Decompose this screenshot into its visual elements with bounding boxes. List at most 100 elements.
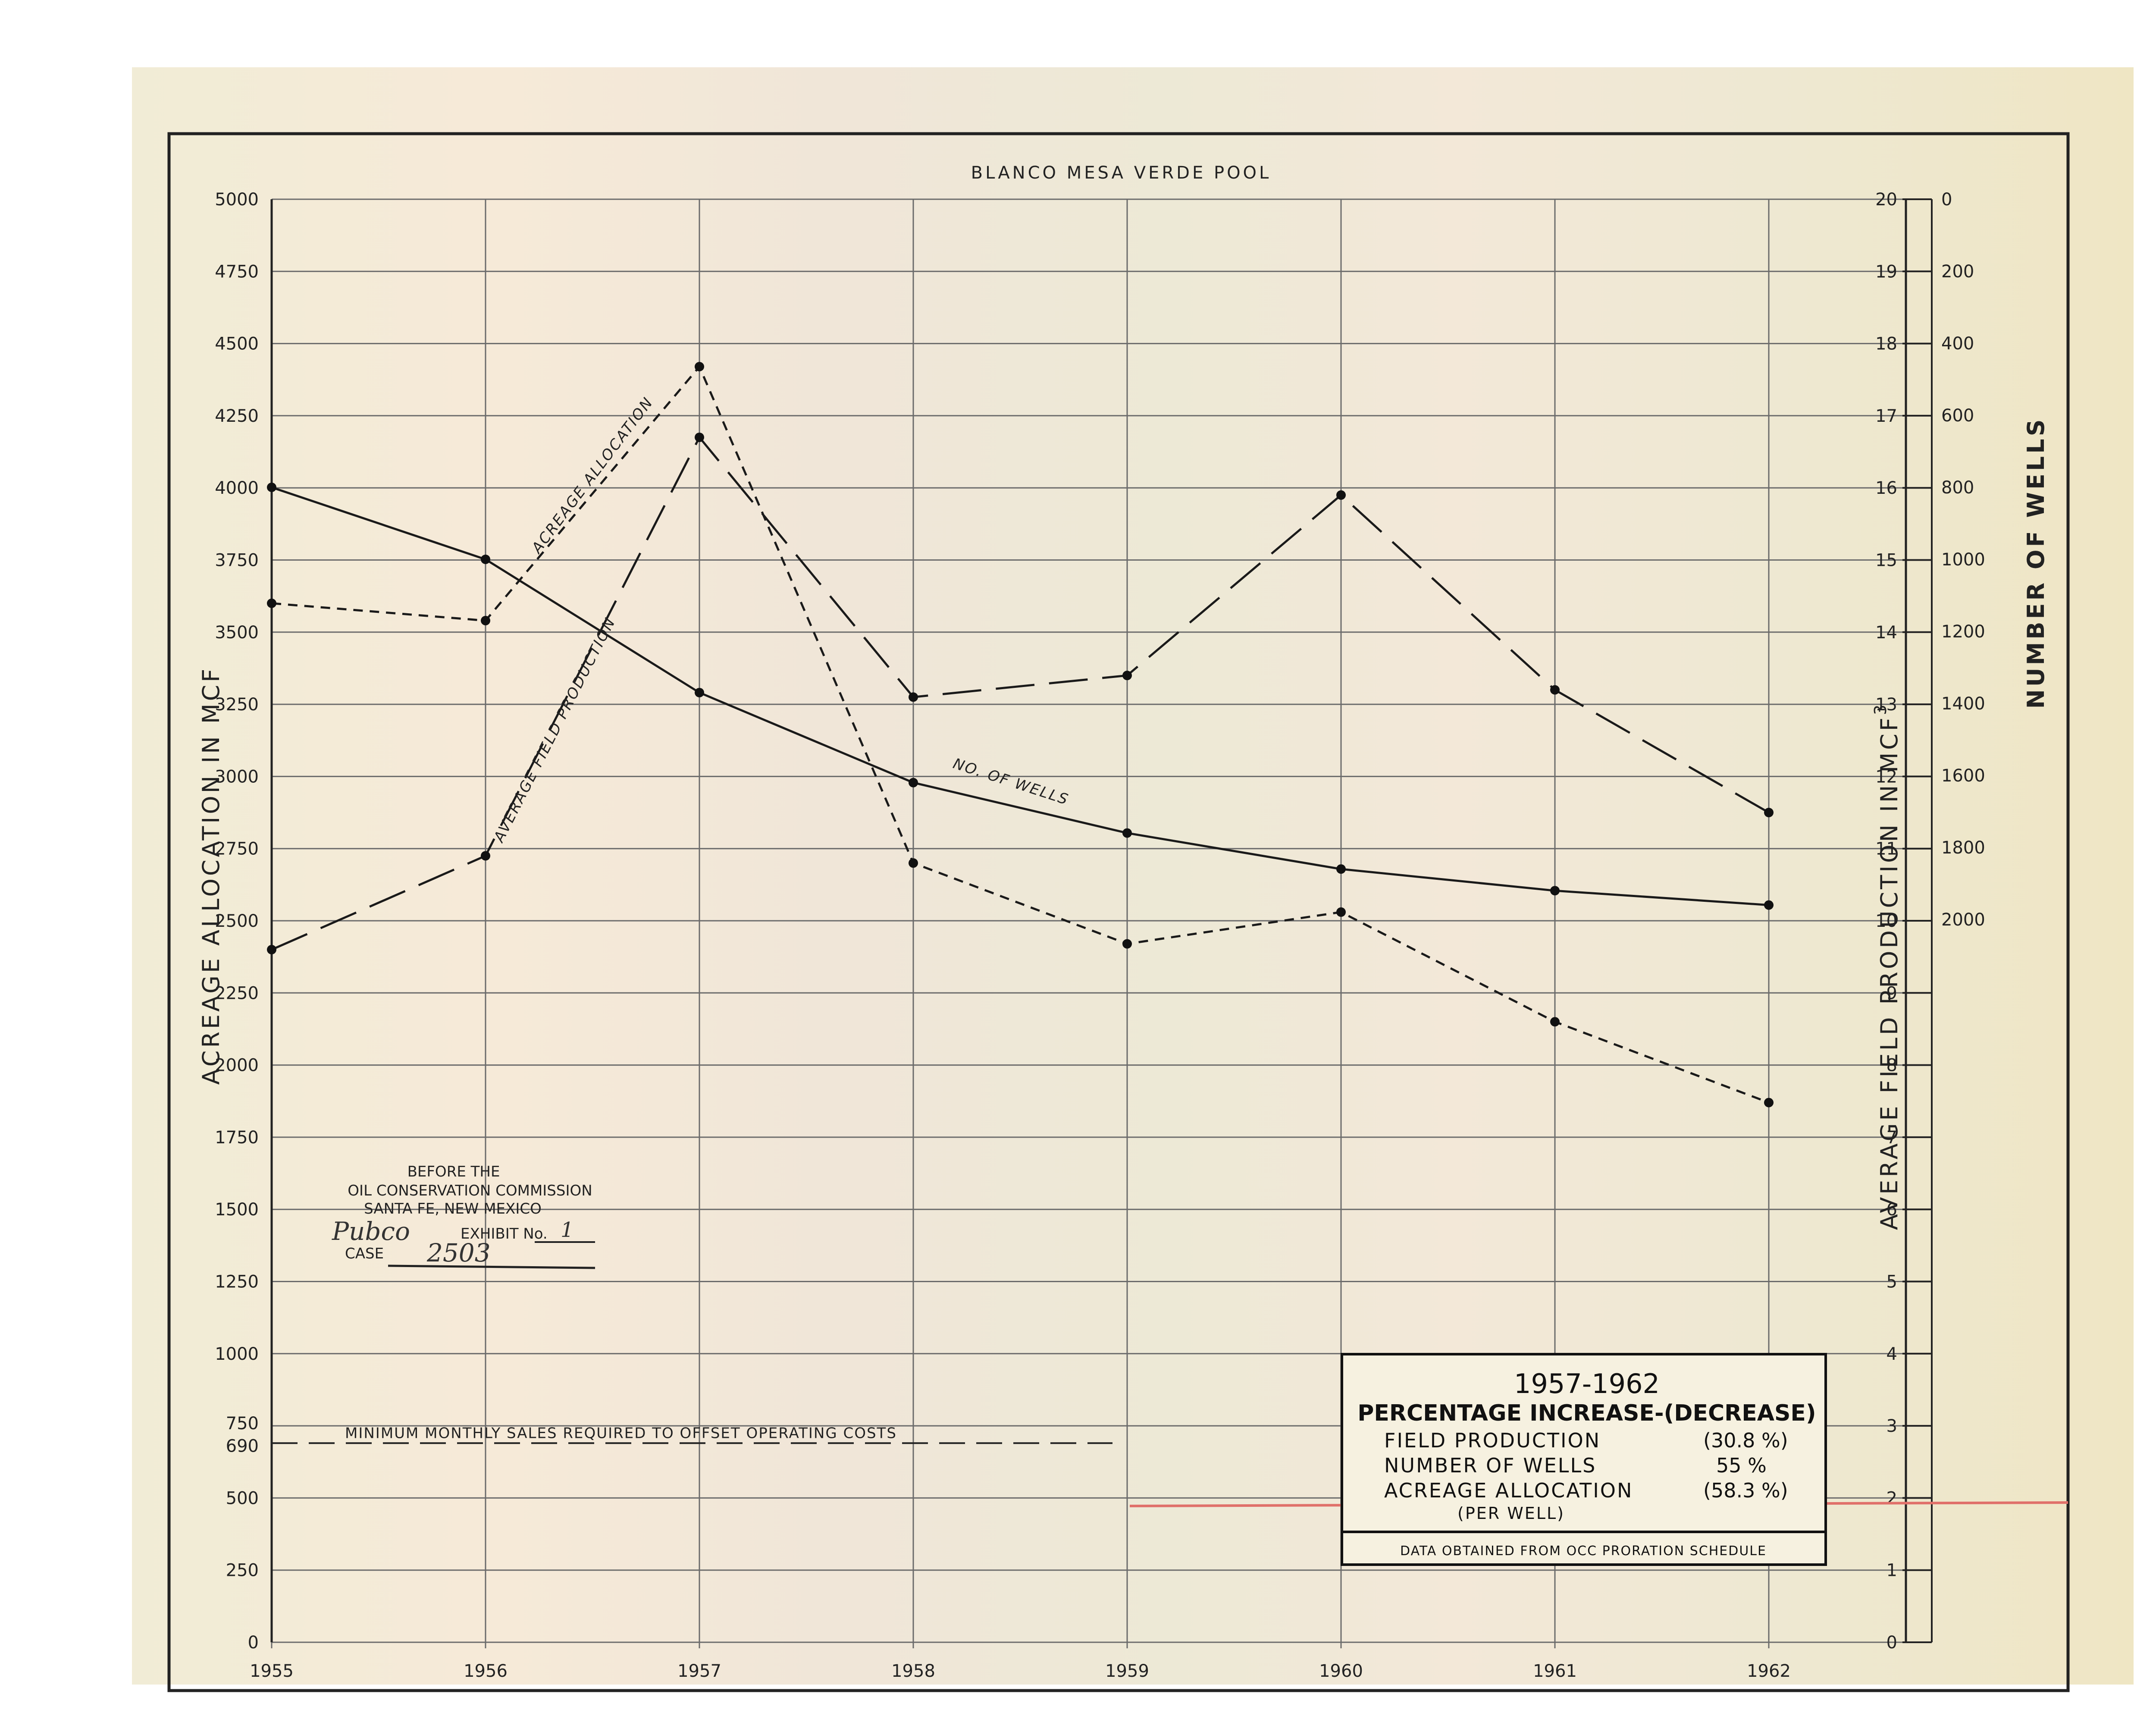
data-point-no-of-wells <box>909 778 918 787</box>
min-sales-line: MINIMUM MONTHLY SALES REQUIRED TO OFFSET… <box>272 1424 1112 1444</box>
stats-row-value-1: 55 % <box>1716 1454 1767 1477</box>
left-tick-label: 5000 <box>215 190 259 210</box>
data-point-average-field-production <box>695 433 704 442</box>
right-inner-tick-label: 7 <box>1887 1128 1897 1148</box>
stats-per-well: (PER WELL) <box>1457 1504 1565 1523</box>
right-inner-tick-label: 10 <box>1875 911 1897 931</box>
right-outer-tick-label: 1600 <box>1941 766 1985 786</box>
x-axis-ticks: 1955 1956 1957 1958 1959 1960 1961 1962 <box>250 1661 1791 1681</box>
stamp-case-label: CASE <box>345 1245 384 1262</box>
series-line-average-field-production <box>271 435 1770 951</box>
right-outer-tick-label: 1800 <box>1941 838 1985 858</box>
right-inner-tick-label: 4 <box>1887 1344 1897 1364</box>
left-tick-label: 2250 <box>215 983 259 1003</box>
x-tick-label: 1957 <box>677 1661 721 1681</box>
right-inner-tick-label: 1 <box>1887 1561 1897 1581</box>
x-tick-label: 1962 <box>1747 1661 1791 1681</box>
stats-box-source-frame <box>1341 1531 1827 1566</box>
stamp-exhibit-value: 1 <box>561 1218 574 1242</box>
data-point-no-of-wells <box>1122 828 1132 838</box>
stamp-line-2: OIL CONSERVATION COMMISSION <box>348 1182 592 1199</box>
chart-title: BLANCO MESA VERDE POOL <box>971 163 1272 183</box>
right-inner-tick-label: 2 <box>1887 1488 1897 1508</box>
right-inner-tick-label: 19 <box>1875 262 1897 282</box>
stamp-case-value: 2503 <box>426 1238 491 1267</box>
right-inner-tick-label: 0 <box>1887 1633 1897 1653</box>
data-point-average-field-production <box>1764 808 1774 818</box>
right-inner-tick-label: 3 <box>1887 1416 1897 1436</box>
x-tick-label: 1958 <box>891 1661 935 1681</box>
data-point-no-of-wells <box>1550 886 1560 896</box>
right-outer-tick-label: 600 <box>1941 406 1974 426</box>
left-tick-label: 4500 <box>215 334 259 354</box>
min-sales-label: MINIMUM MONTHLY SALES REQUIRED TO OFFSET… <box>345 1424 897 1442</box>
left-tick-label: 0 <box>248 1633 259 1653</box>
left-tick-label: 3250 <box>215 695 259 715</box>
commission-stamp: BEFORE THE OIL CONSERVATION COMMISSION S… <box>332 1163 595 1269</box>
right-inner-tick-label: 6 <box>1887 1200 1897 1220</box>
data-point-acreage-allocation <box>909 858 918 868</box>
right-outer-tick-label: 2000 <box>1941 910 1985 930</box>
left-tick-label: 2000 <box>215 1056 259 1076</box>
left-tick-label: 250 <box>226 1561 259 1581</box>
stamp-line-3: SANTA FE, NEW MEXICO <box>364 1200 542 1217</box>
left-tick-label: 2750 <box>215 839 259 859</box>
right-inner-tick-label: 14 <box>1875 623 1897 643</box>
data-point-acreage-allocation <box>481 616 490 626</box>
data-point-acreage-allocation <box>1550 1017 1560 1027</box>
series-line-acreage-allocation <box>271 364 1769 1104</box>
left-tick-label: 3000 <box>215 767 259 787</box>
data-point-average-field-production <box>1550 685 1560 695</box>
right-outer-tick-label: 400 <box>1941 334 1974 354</box>
data-point-acreage-allocation <box>267 598 276 608</box>
left-tick-label: 1000 <box>215 1344 259 1364</box>
right-outer-axis-label: NUMBER OF WELLS <box>2022 417 2049 709</box>
series-label-acreage-allocation: ACREAGE ALLOCATION <box>528 394 657 557</box>
stats-row-value-0: (30.8 %) <box>1703 1429 1788 1452</box>
right-inner-tick-label: 11 <box>1875 839 1897 859</box>
right-inner-tick-label: 5 <box>1887 1272 1897 1292</box>
right-inner-tick-label: 18 <box>1875 334 1897 354</box>
series-label-average-field-production: AVERAGE FIELD PRODUCTION <box>490 615 619 846</box>
data-point-average-field-production <box>909 692 918 702</box>
right-inner-axis-label-superscript: 3 <box>1871 702 1890 715</box>
stamp-case-underline <box>388 1264 595 1269</box>
data-point-acreage-allocation <box>1336 907 1346 917</box>
left-tick-label: 690 <box>226 1436 259 1456</box>
stats-row-value-2: (58.3 %) <box>1703 1479 1788 1502</box>
right-inner-tick-label: 15 <box>1875 551 1897 571</box>
data-point-average-field-production <box>1336 490 1346 500</box>
right-inner-tick-label: 12 <box>1875 767 1897 787</box>
left-tick-label: 750 <box>226 1414 259 1434</box>
right-inner-tick-label: 20 <box>1875 190 1897 210</box>
right-outer-tick-label: 800 <box>1941 478 1974 498</box>
right-outer-tick-label: 1400 <box>1941 694 1985 714</box>
right-outer-tick-label: 200 <box>1941 262 1974 282</box>
x-tick-label: 1956 <box>464 1661 508 1681</box>
left-tick-label: 1500 <box>215 1200 259 1220</box>
stamp-line-1: BEFORE THE <box>407 1163 500 1180</box>
stats-row-label-0: FIELD PRODUCTION <box>1384 1429 1601 1452</box>
data-point-no-of-wells <box>267 483 276 492</box>
left-tick-label: 4000 <box>215 478 259 498</box>
left-tick-label: 3750 <box>215 551 259 571</box>
data-point-average-field-production <box>267 944 276 954</box>
left-tick-label: 500 <box>226 1488 259 1508</box>
data-point-acreage-allocation <box>1764 1098 1774 1107</box>
right-inner-axis-label-text: AVERAGE FIELD PRODUCTION IN MCF <box>1876 715 1903 1230</box>
stats-row-label-1: NUMBER OF WELLS <box>1384 1454 1596 1477</box>
series-line-no-of-wells <box>271 486 1769 907</box>
x-tick-label: 1959 <box>1105 1661 1149 1681</box>
stamp-exhibit-label: EXHIBIT No. <box>461 1225 548 1242</box>
x-tick-label: 1955 <box>250 1661 294 1681</box>
left-axis-label: ACREAGE ALLOCATION IN MCF <box>197 666 225 1085</box>
x-tick-label: 1961 <box>1533 1661 1577 1681</box>
grid <box>270 198 1907 1648</box>
data-point-no-of-wells <box>1336 864 1346 874</box>
data-point-no-of-wells <box>695 687 704 697</box>
data-point-no-of-wells <box>1764 900 1774 910</box>
left-tick-label: 4750 <box>215 262 259 282</box>
series-label-no-of-wells: NO. OF WELLS <box>951 755 1071 809</box>
